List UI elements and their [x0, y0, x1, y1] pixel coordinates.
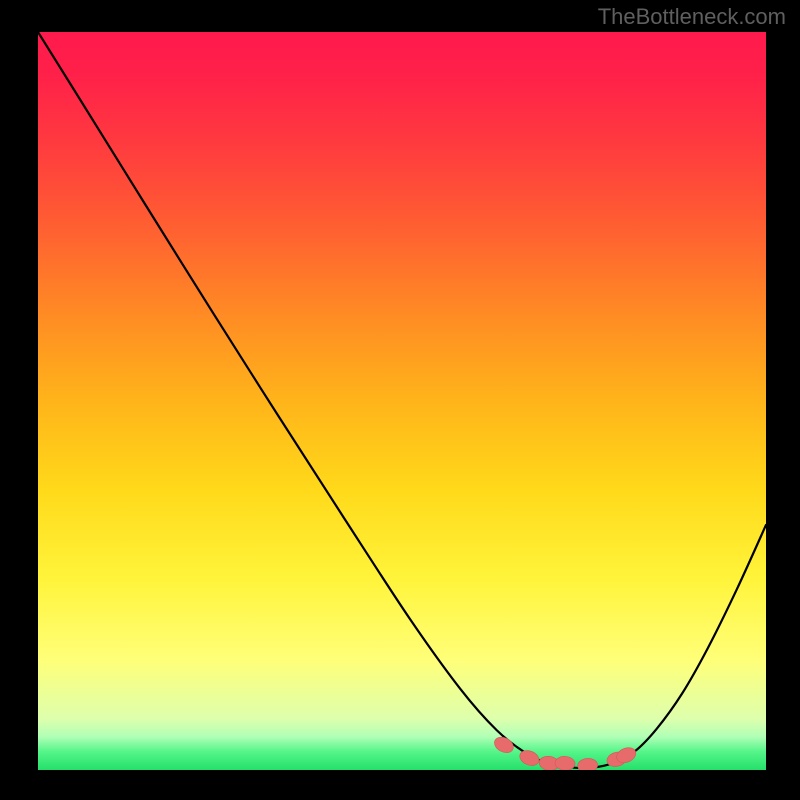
chart-svg — [38, 32, 766, 770]
gradient-background — [38, 32, 766, 770]
watermark-text: TheBottleneck.com — [598, 4, 786, 30]
bottleneck-chart — [38, 32, 766, 770]
